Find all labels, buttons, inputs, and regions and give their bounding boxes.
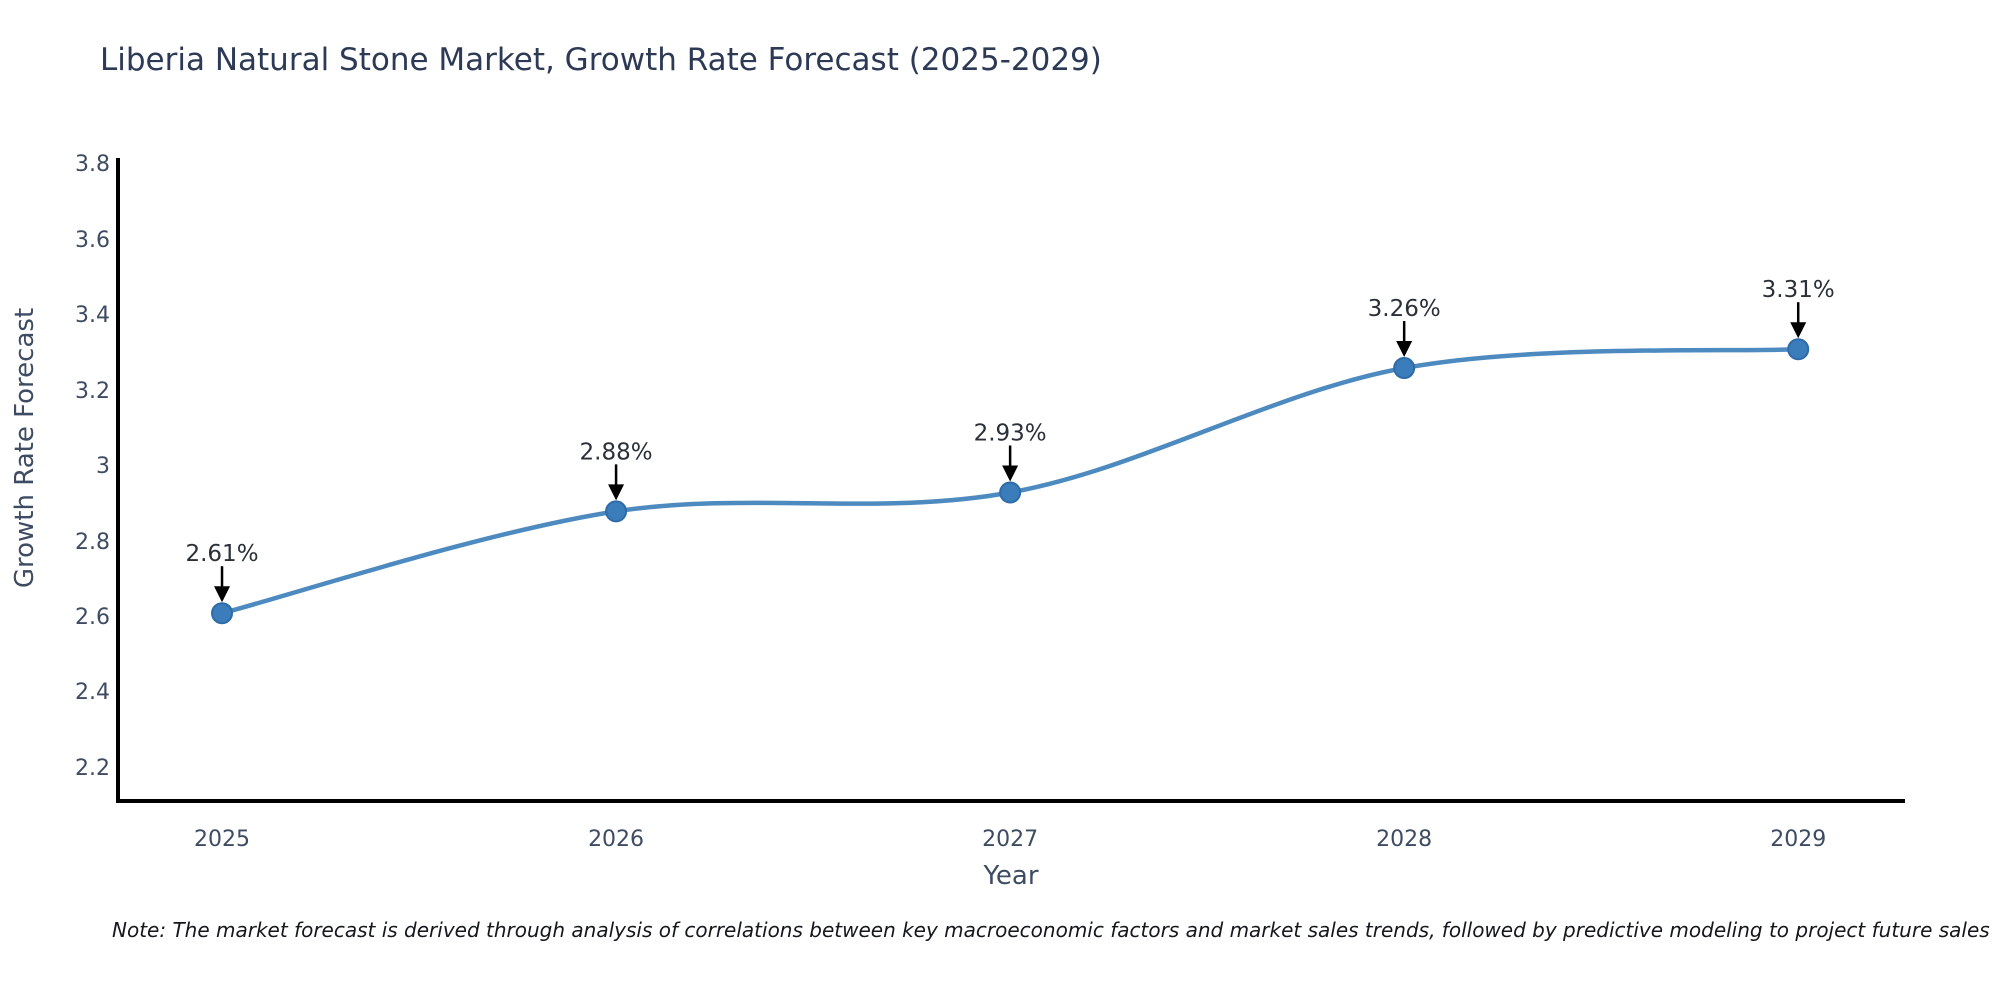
x-tick-label: 2025 <box>194 827 251 852</box>
annotation-arrowhead <box>1790 322 1807 339</box>
data-point-marker <box>1787 338 1810 361</box>
y-tick-label: 2.2 <box>75 755 110 781</box>
data-point-marker <box>1393 357 1416 380</box>
x-axis-title: Year <box>983 861 1039 891</box>
axis-spines <box>116 158 1905 803</box>
y-tick-label: 3.4 <box>75 303 110 329</box>
annotation-arrowhead <box>214 586 231 603</box>
annotation-arrowhead <box>1396 341 1413 358</box>
annotation-arrowhead <box>1002 465 1019 482</box>
data-point-marker <box>605 500 628 523</box>
x-tick-label: 2027 <box>982 827 1039 852</box>
y-tick-label: 3.2 <box>75 378 110 404</box>
x-tick-label: 2028 <box>1376 827 1433 852</box>
point-label: 3.31% <box>1762 277 1835 303</box>
data-point-marker <box>211 602 234 625</box>
x-tick-label: 2026 <box>588 827 645 852</box>
point-label: 2.93% <box>974 421 1047 447</box>
y-tick-label: 2.8 <box>75 529 110 555</box>
y-tick-label: 3.8 <box>75 152 110 178</box>
y-tick-label: 2.6 <box>75 604 110 630</box>
point-label: 3.26% <box>1368 296 1441 322</box>
data-point-marker <box>999 481 1022 504</box>
point-label: 2.88% <box>580 439 653 465</box>
annotation-arrowhead <box>608 484 625 501</box>
y-tick-label: 3 <box>96 454 110 480</box>
x-tick-label: 2029 <box>1770 827 1827 852</box>
point-label: 2.61% <box>185 541 258 567</box>
y-tick-label: 2.4 <box>75 680 110 706</box>
y-tick-label: 3.6 <box>75 227 110 253</box>
chart-title: Liberia Natural Stone Market, Growth Rat… <box>100 42 1102 78</box>
chart-note: Note: The market forecast is derived thr… <box>112 918 1990 942</box>
